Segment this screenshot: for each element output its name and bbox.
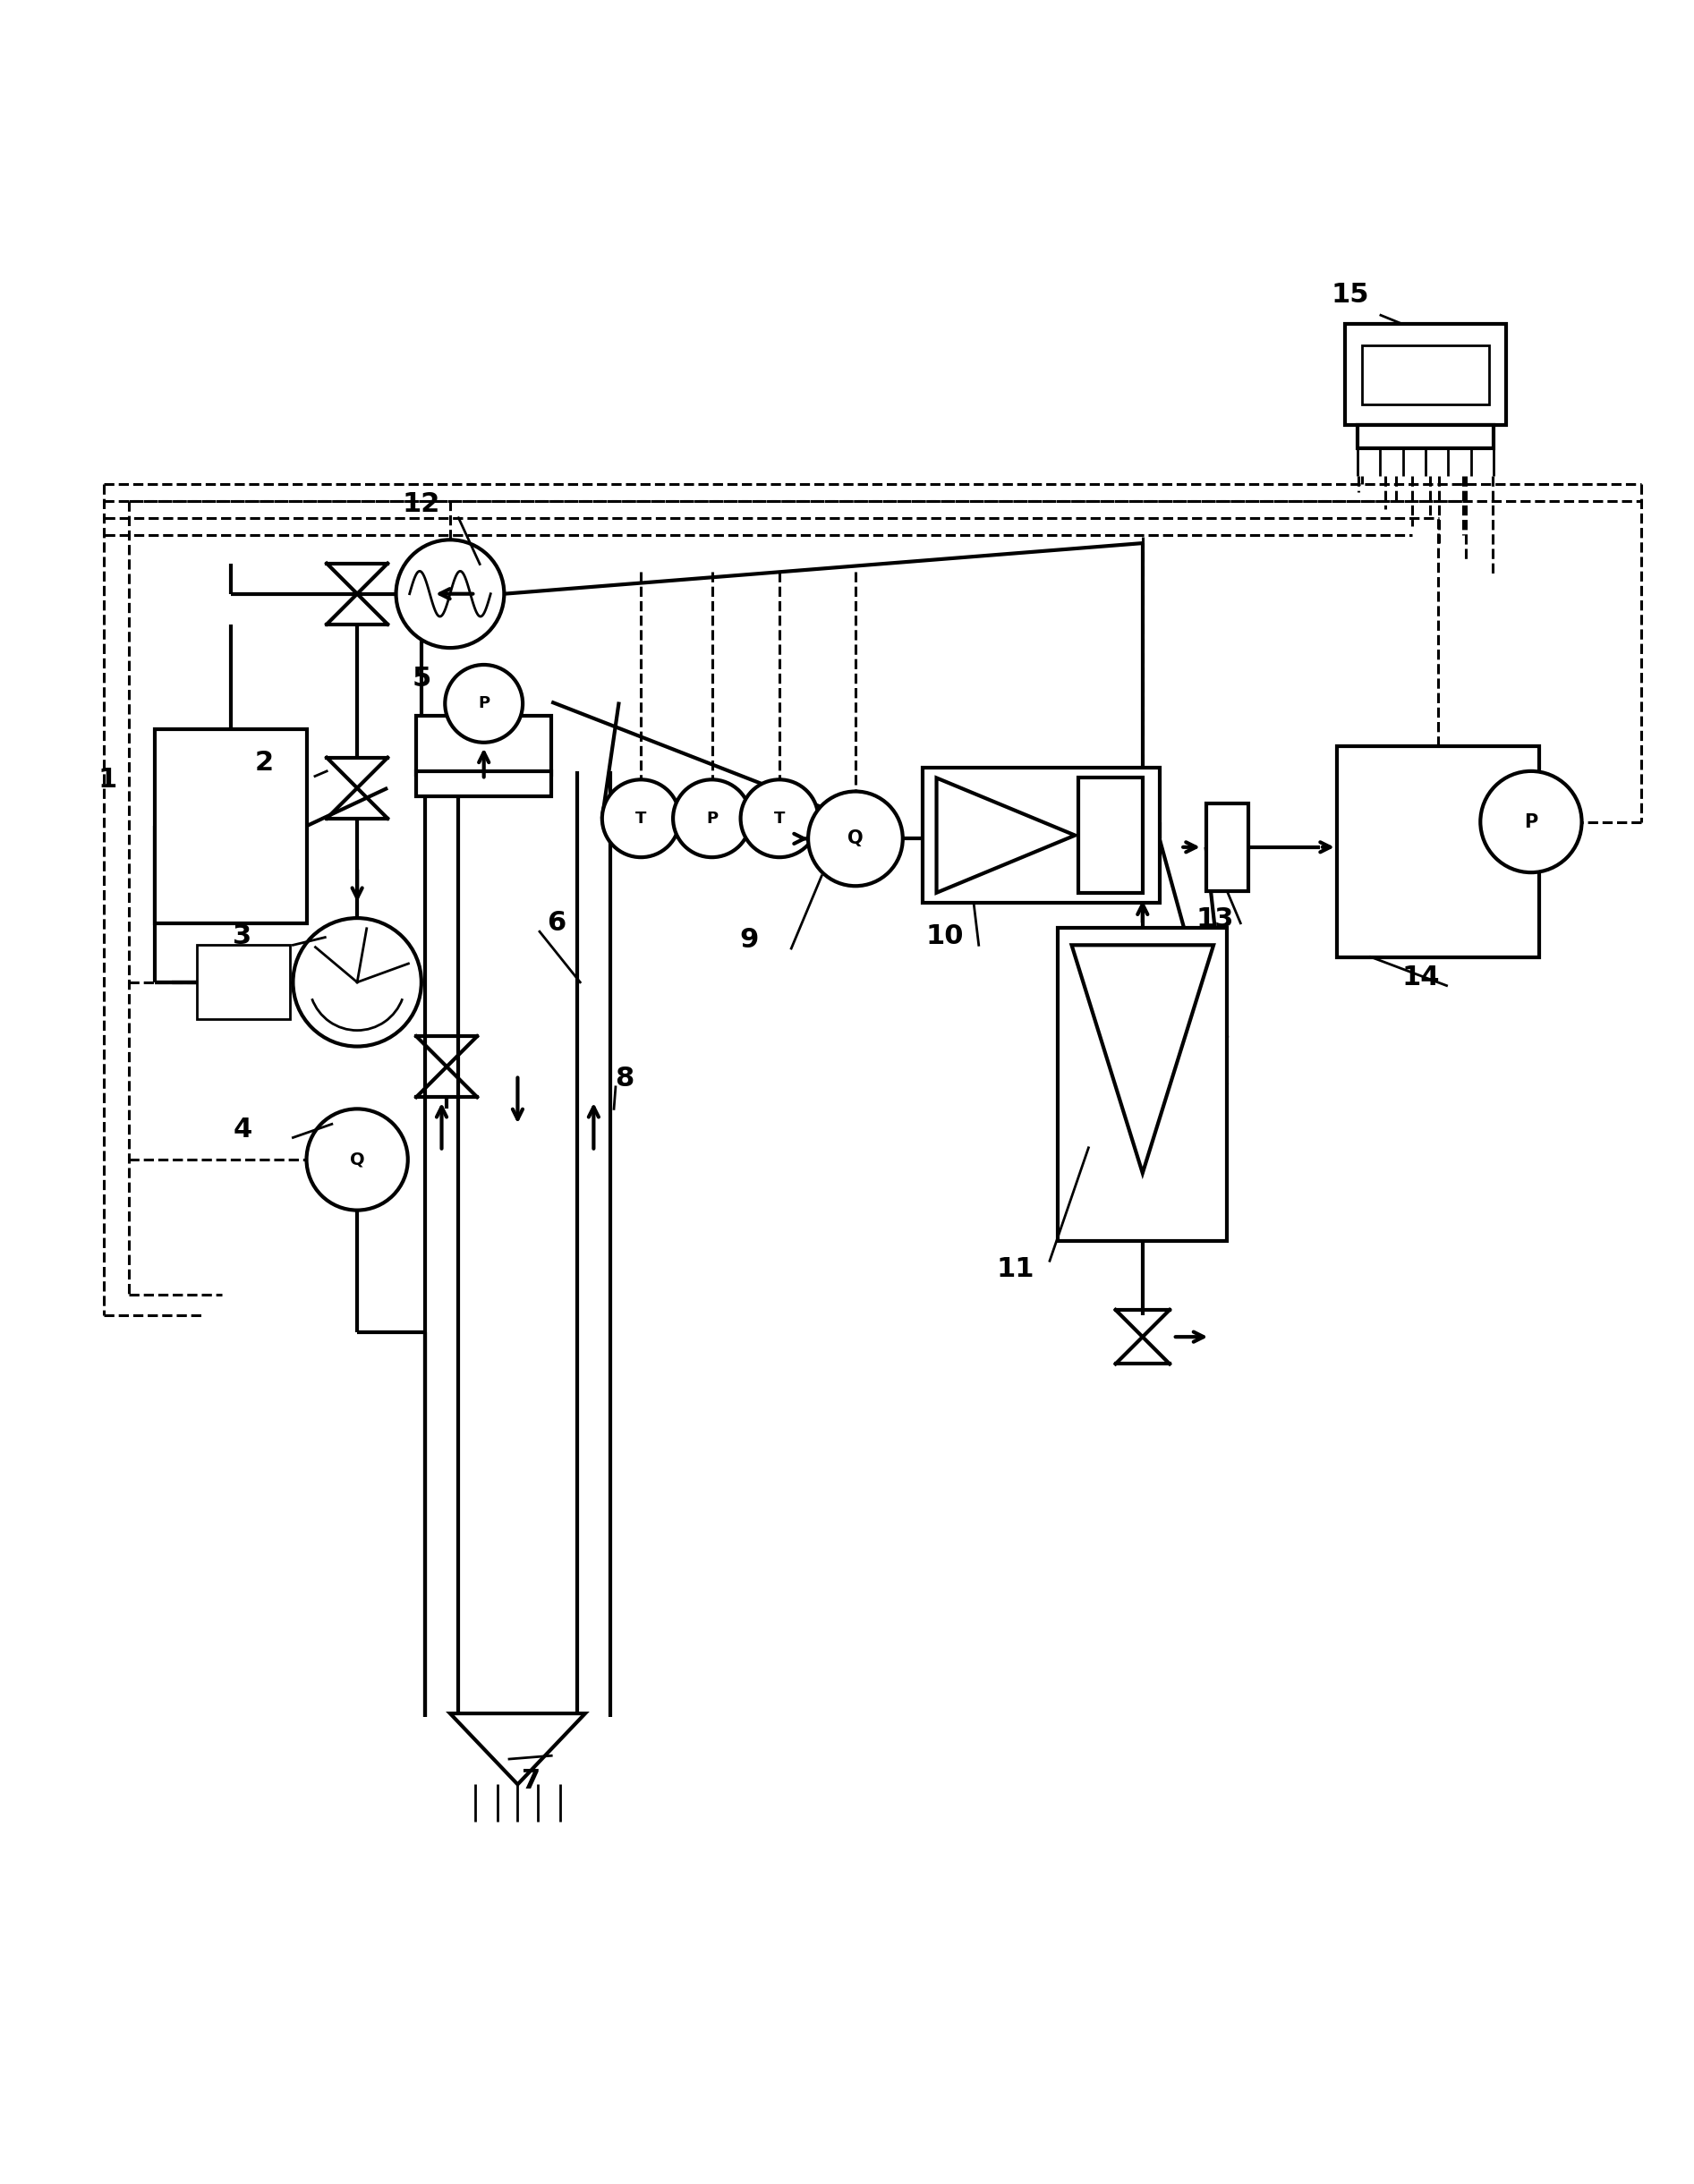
Text: 8: 8 [615,1066,634,1092]
Text: P: P [706,810,718,826]
Text: T: T [774,810,784,826]
Polygon shape [937,778,1076,893]
Text: 7: 7 [522,1769,540,1793]
Circle shape [808,791,903,887]
Text: 13: 13 [1196,906,1235,933]
Text: P: P [478,695,490,712]
Text: P: P [1525,812,1538,830]
Text: 14: 14 [1403,963,1440,989]
Text: 3: 3 [232,924,252,950]
Circle shape [293,917,422,1046]
Circle shape [1481,771,1582,871]
Circle shape [396,539,505,649]
Text: 15: 15 [1331,282,1369,308]
Bar [1059,928,1226,1241]
Polygon shape [1072,946,1213,1173]
Text: Q: Q [349,1151,364,1168]
Text: 2: 2 [254,749,274,775]
Polygon shape [451,1714,584,1784]
Circle shape [446,664,523,743]
Circle shape [673,780,750,858]
Text: 5: 5 [412,666,430,690]
Circle shape [307,1109,408,1210]
Bar [154,729,307,924]
Text: Q: Q [847,830,864,847]
Bar [417,771,552,797]
Text: 9: 9 [740,926,759,952]
Circle shape [601,780,679,858]
Text: 4: 4 [232,1116,252,1142]
Bar [197,946,290,1020]
Bar [417,716,552,775]
Text: 12: 12 [403,491,440,518]
Bar [1362,345,1489,404]
Circle shape [740,780,818,858]
Bar [1079,778,1142,893]
Bar [1337,745,1540,957]
Text: 6: 6 [547,911,566,937]
Text: 11: 11 [996,1256,1035,1282]
Text: T: T [635,810,647,826]
Bar [923,769,1159,902]
Text: 10: 10 [927,924,964,950]
Bar [1345,323,1506,426]
Bar [1206,804,1248,891]
Text: 1: 1 [98,767,117,793]
Bar [1357,426,1494,448]
